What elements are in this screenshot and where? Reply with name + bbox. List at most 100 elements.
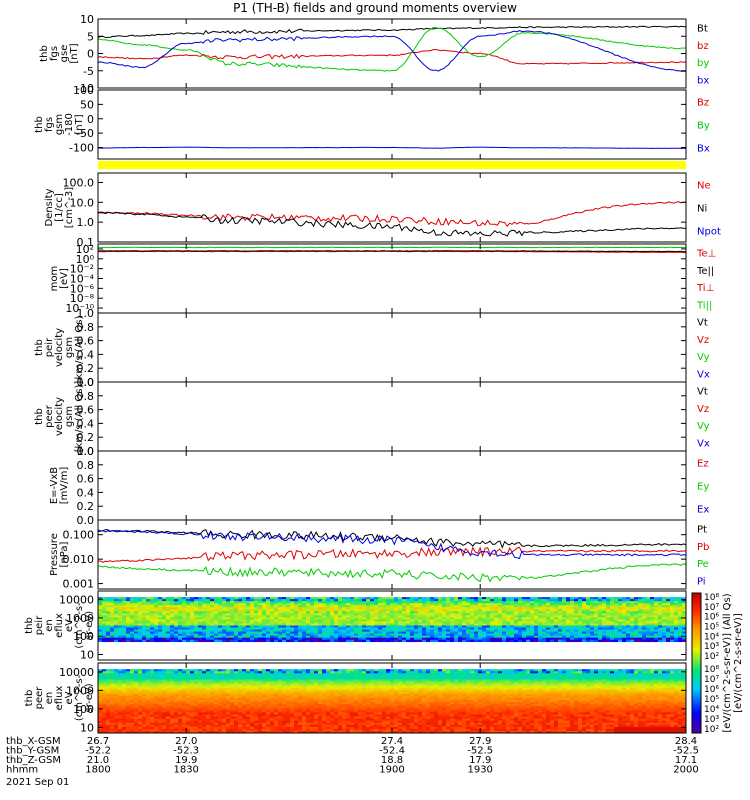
legend-p2-0: Bz bbox=[697, 98, 709, 109]
ylabel-p2-0: thb bbox=[34, 116, 45, 133]
legend-p7-2: Ex bbox=[697, 505, 709, 516]
ytick-p5-3: 0.4 bbox=[77, 348, 95, 361]
panel-frame-p2 bbox=[97, 89, 687, 160]
legend-p1-3: bx bbox=[697, 75, 709, 86]
ylabel-p1-1: fgs bbox=[49, 46, 60, 61]
legend-p3-2: Npot bbox=[697, 227, 721, 238]
ztick-p9-2: 10⁶ bbox=[704, 613, 719, 623]
ytick-p10-2: 100 bbox=[73, 703, 94, 716]
ylabel-p5-1: peir bbox=[44, 337, 55, 357]
footer-value-0-2: 27.4 bbox=[381, 736, 403, 747]
ytick-p2-1: 50 bbox=[80, 98, 94, 111]
ytick-p10-3: 10 bbox=[80, 721, 94, 734]
ylabel-p4-0: mom bbox=[49, 266, 60, 292]
ylabel-p5-0: thb bbox=[34, 339, 45, 356]
panel-frame-p6 bbox=[97, 381, 687, 452]
ytick-p9-3: 10 bbox=[80, 649, 94, 662]
ylabel-p7-1: [mV/m] bbox=[59, 467, 70, 505]
footer-value-1-3: -52.5 bbox=[467, 746, 493, 757]
legend-p8-1: Pb bbox=[697, 542, 709, 553]
legend-p4-0: Te⊥ bbox=[696, 249, 716, 260]
footer-label-2: thb_Z-GSM bbox=[6, 755, 61, 766]
panel-p9: 10000 1000 100 10 thb peir en eflux eV (cm^2-s-sr… bbox=[24, 590, 687, 662]
footer-value-0-1: 27.0 bbox=[175, 736, 197, 747]
ytick-p2-4: -100 bbox=[69, 142, 94, 155]
ylabel-p4-1: [eV] bbox=[59, 268, 70, 289]
ytick-p6-4: 0.2 bbox=[77, 431, 95, 444]
legend-p5-0: Vt bbox=[697, 318, 708, 329]
ylabel-p3-2: [cm^-3] bbox=[64, 187, 75, 228]
ytick-p7-3: 0.4 bbox=[77, 486, 95, 499]
colorbar-frame bbox=[691, 592, 702, 734]
legend-p2-2: Bx bbox=[697, 144, 710, 155]
ztick-p10-6: 10² bbox=[704, 725, 719, 735]
ylabel-p6-0: thb bbox=[34, 408, 45, 425]
series-p3-0 bbox=[98, 201, 686, 228]
legend-p4-2: Ti⊥ bbox=[696, 283, 714, 294]
series-p8-2 bbox=[98, 563, 686, 583]
panel-p3: 100.0 10.0 1.0 0.1 Density [1/cc] [cm^-3] Npot N… bbox=[44, 172, 721, 249]
ytick-p2-2: 0 bbox=[87, 113, 94, 126]
data-quality-bar bbox=[98, 161, 686, 169]
ytick-p4-6: 10⁻¹⁰ bbox=[65, 302, 94, 315]
panel-frame-p4 bbox=[97, 243, 687, 314]
legend-p6-2: Vy bbox=[697, 421, 710, 432]
panel-frame-p3 bbox=[97, 172, 687, 243]
ylabel-p9-3: eflux bbox=[54, 613, 65, 638]
ztick-p10-1: 10⁷ bbox=[704, 675, 719, 685]
series-p4-1 bbox=[98, 250, 686, 253]
panel-p1: 10 5 0 -5 -10 thb fgs gse [nT] bx by bz Bt bbox=[39, 13, 709, 95]
ytick-p7-2: 0.6 bbox=[77, 473, 95, 486]
ylabel-p10-6: sr-eV) bbox=[84, 683, 95, 712]
legend-p5-3: Vx bbox=[697, 369, 710, 380]
footer-label-1: thb_Y-GSM bbox=[6, 746, 59, 757]
ytick-p3-3: 0.1 bbox=[77, 236, 95, 249]
ztick-p9-6: 10² bbox=[704, 652, 719, 662]
legend-p6-3: Vx bbox=[697, 438, 710, 449]
ytick-p9-1: 1000 bbox=[66, 612, 94, 625]
legend-p3-1: Ni bbox=[697, 204, 707, 215]
panel-p10: 10000 1000 100 10 thb peer en eflux eV (cm^2-s-sr… bbox=[24, 662, 687, 734]
footer-value-3-3: 1930 bbox=[467, 765, 492, 776]
series-p1-2 bbox=[98, 26, 686, 72]
ytick-p3-2: 1.0 bbox=[77, 216, 95, 229]
ylabel-p3-0: Density bbox=[44, 188, 55, 226]
ytick-p8-0: 0.100 bbox=[63, 529, 95, 542]
footer-value-2-4: 17.1 bbox=[675, 755, 697, 766]
ytick-p2-3: -50 bbox=[76, 127, 94, 140]
footer-label-3: hhmm bbox=[6, 765, 38, 776]
series-p4-0 bbox=[98, 250, 686, 254]
legend-p1-1: bz bbox=[697, 41, 709, 52]
ytick-p5-1: 0.8 bbox=[77, 321, 95, 334]
spectrogram-p9 bbox=[98, 597, 687, 643]
ytick-p5-2: 0.6 bbox=[77, 335, 95, 348]
legend-p4-3: Ti|| bbox=[696, 300, 712, 311]
ytick-p7-1: 0.8 bbox=[77, 459, 95, 472]
ylabel-p8-1: [nPa] bbox=[59, 541, 70, 567]
ytick-p4-5: 10⁻⁸ bbox=[70, 292, 95, 305]
legend-p5-2: Vy bbox=[697, 352, 710, 363]
ylabel-p6-2: velocity bbox=[54, 397, 65, 436]
footer-date: 2021 Sep 01 bbox=[6, 777, 69, 788]
ytick-p5-5: 0.0 bbox=[77, 376, 95, 389]
series-p8-0 bbox=[98, 528, 686, 549]
ylabel-p1-2: gse bbox=[59, 45, 70, 63]
ytick-p6-3: 0.4 bbox=[77, 417, 95, 430]
footer-value-2-0: 21.0 bbox=[87, 755, 109, 766]
ylabel-p6-3: gsm bbox=[64, 406, 75, 427]
ytick-p1-1: 5 bbox=[87, 30, 94, 43]
ylabel-p3-1: [1/cc] bbox=[54, 193, 65, 222]
ztick-p10-5: 10³ bbox=[704, 715, 719, 725]
ytick-p4-3: 10⁻⁴ bbox=[70, 273, 95, 286]
zlabel-peer: [eV/(cm^2-s-sr-eV)] bbox=[733, 613, 744, 713]
ylabel-p10-5: (cm^2-s- bbox=[74, 674, 85, 721]
ytick-p6-2: 0.6 bbox=[77, 404, 95, 417]
ylabel-p10-1: peer bbox=[34, 686, 45, 710]
ytick-p6-5: 0.0 bbox=[77, 445, 95, 458]
footer-value-1-1: -52.3 bbox=[173, 746, 199, 757]
